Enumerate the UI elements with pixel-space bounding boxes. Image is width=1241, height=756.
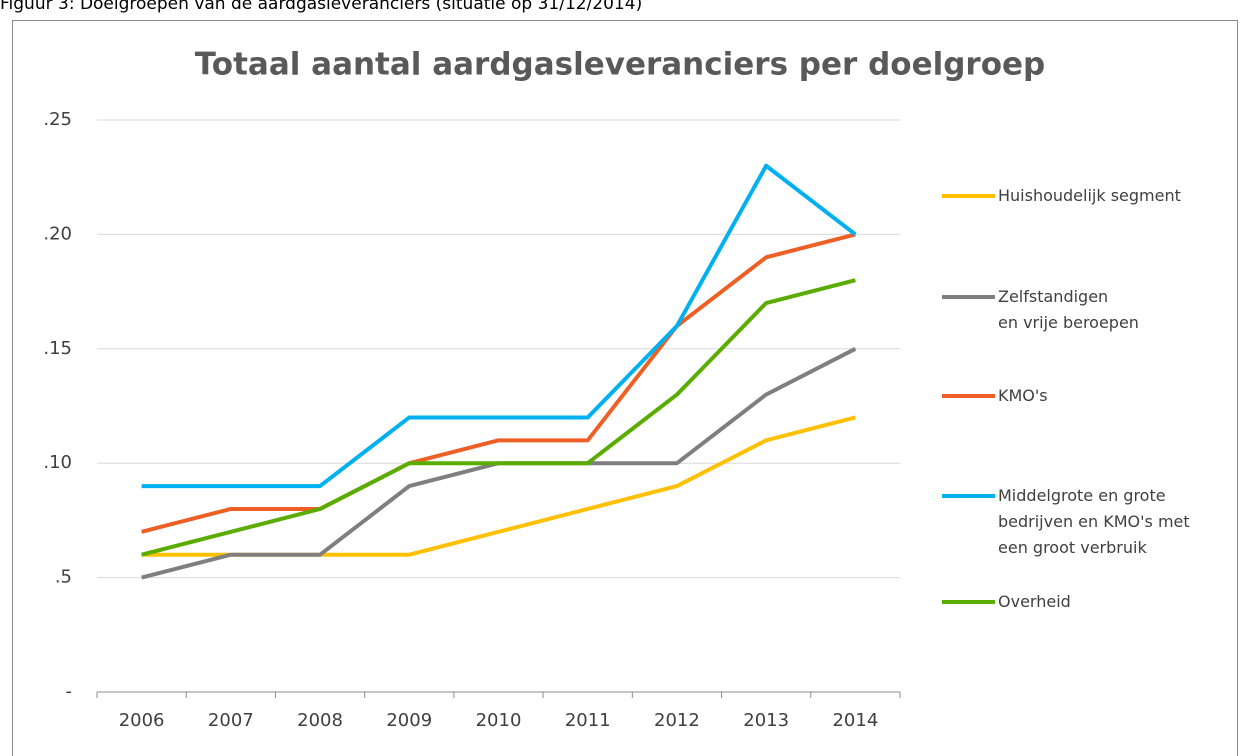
legend-label: Huishoudelijk segment [998,186,1181,205]
x-tick-label: 2006 [119,710,165,731]
x-tick-label: 2013 [743,710,789,731]
x-tick-label: 2007 [208,710,254,731]
x-tick-label: 2012 [654,710,700,731]
legend-label: Overheid [998,592,1071,611]
x-tick-label: 2011 [565,710,611,731]
series-line [141,278,856,557]
legend-label: Middelgrote en grote bedrijven en KMO's … [998,486,1190,557]
caption: Figuur 3: Doelgroepen van de aardgasleve… [0,0,643,14]
chart-frame [12,20,1238,756]
series-line [141,163,857,489]
series-line [141,232,856,534]
x-tick-label: 2010 [476,710,522,731]
legend-label: KMO's [998,386,1048,405]
y-tick-label: .15 [43,338,72,359]
y-tick-label: .5 [55,567,72,588]
x-tick-label: 2008 [297,710,343,731]
x-tick-label: 2014 [832,710,878,731]
legend-label: Zelfstandigen en vrije beroepen [998,287,1139,332]
y-tick-label: .20 [43,223,72,244]
y-tick-label: .10 [43,452,72,473]
x-tick-label: 2009 [386,710,432,731]
y-tick-label: .25 [43,109,72,130]
chart-title: Totaal aantal aardgasleveranciers per do… [195,47,1046,83]
y-tick-label: - [66,681,73,702]
